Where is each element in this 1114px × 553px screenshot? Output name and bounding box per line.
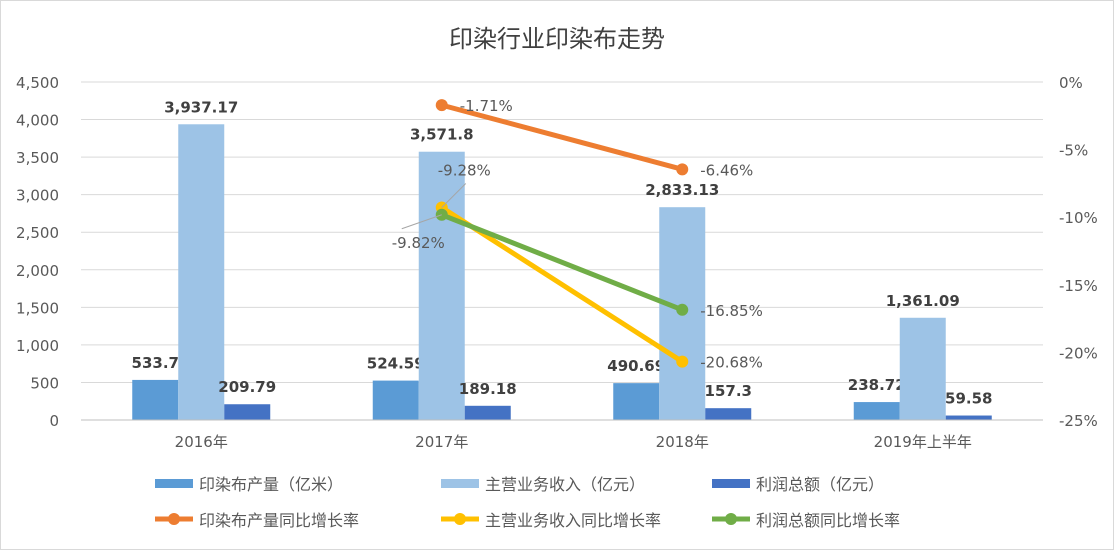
y-left-tick-label: 3,000 — [16, 187, 59, 205]
legend-label: 印染布产量同比增长率 — [199, 511, 359, 530]
y-left-tick-label: 4,000 — [16, 112, 59, 130]
y-right-tick-label: -25% — [1059, 412, 1098, 430]
y-left-tick-label: 1,500 — [16, 299, 59, 317]
bar — [853, 402, 900, 420]
line-data-label: -9.82% — [392, 234, 445, 252]
leader-line — [401, 214, 442, 230]
line-series — [439, 102, 685, 172]
bar — [178, 124, 225, 421]
bar — [464, 405, 511, 420]
legend-swatch — [712, 479, 750, 488]
line-data-label: -1.71% — [460, 97, 513, 115]
y-left-tick-label: 1,000 — [16, 337, 59, 355]
bar-data-label: 3,937.17 — [164, 98, 238, 116]
y-right-tick-label: 0% — [1059, 74, 1083, 92]
bar-data-label: 157.3 — [705, 382, 752, 400]
bar-data-label: 490.69 — [607, 357, 665, 375]
bar — [705, 408, 752, 420]
line-data-label: -9.28% — [438, 161, 491, 179]
y-right-tick-label: -15% — [1059, 277, 1098, 295]
x-tick-label: 2019年上半年 — [874, 433, 972, 451]
y-left-tick-label: 3,500 — [16, 149, 59, 167]
y-right-tick-label: -20% — [1059, 344, 1098, 362]
y-right-tick-label: -10% — [1059, 209, 1098, 227]
line-marker — [435, 99, 448, 112]
y-right-tick-label: -5% — [1059, 142, 1088, 160]
bar — [132, 379, 179, 420]
x-tick-label: 2016年 — [175, 433, 228, 451]
legend-swatch — [441, 479, 479, 488]
leader-line — [441, 183, 467, 208]
bar-data-label: 189.18 — [459, 380, 517, 398]
legend-marker — [454, 513, 466, 525]
y-left-tick-label: 500 — [30, 374, 59, 392]
bar-data-label: 1,361.09 — [886, 292, 960, 310]
x-tick-label: 2018年 — [656, 433, 709, 451]
bar-data-label: 524.59 — [367, 355, 425, 373]
bar-data-label: 238.72 — [848, 376, 906, 394]
y-left-tick-label: 2,000 — [16, 262, 59, 280]
line-marker — [676, 355, 689, 368]
bar — [613, 383, 660, 420]
legend-label: 印染布产量（亿米） — [199, 475, 343, 494]
legend-marker — [725, 513, 737, 525]
legend-marker — [168, 513, 180, 525]
bar-data-label: 209.79 — [218, 378, 276, 396]
legend-label: 利润总额同比增长率 — [756, 511, 900, 530]
bar-data-label: 2,833.13 — [645, 181, 719, 199]
bar — [899, 317, 946, 420]
y-left-tick-label: 2,500 — [16, 224, 59, 242]
line-data-label: -6.46% — [700, 161, 753, 179]
line-series — [439, 212, 685, 313]
line-marker — [676, 303, 689, 316]
bar-data-label: 59.58 — [945, 390, 992, 408]
y-left-tick-label: 4,500 — [16, 74, 59, 92]
legend-label: 主营业务收入（亿元） — [485, 475, 645, 494]
legend-swatch — [155, 479, 193, 488]
bar-data-label: 3,571.8 — [410, 126, 474, 144]
bar — [224, 404, 271, 420]
y-left-tick-label: 0 — [49, 412, 59, 430]
bar — [372, 380, 419, 420]
line-data-label: -20.68% — [700, 354, 763, 372]
bar-data-label: 533.7 — [132, 354, 179, 372]
line-data-label: -16.85% — [700, 302, 763, 320]
legend-label: 利润总额（亿元） — [756, 475, 884, 494]
bar — [418, 151, 465, 420]
x-tick-label: 2017年 — [415, 433, 468, 451]
chart-title: 印染行业印染布走势 — [449, 25, 665, 53]
bar — [945, 415, 992, 420]
line-marker — [676, 163, 689, 176]
legend-label: 主营业务收入同比增长率 — [485, 511, 661, 530]
